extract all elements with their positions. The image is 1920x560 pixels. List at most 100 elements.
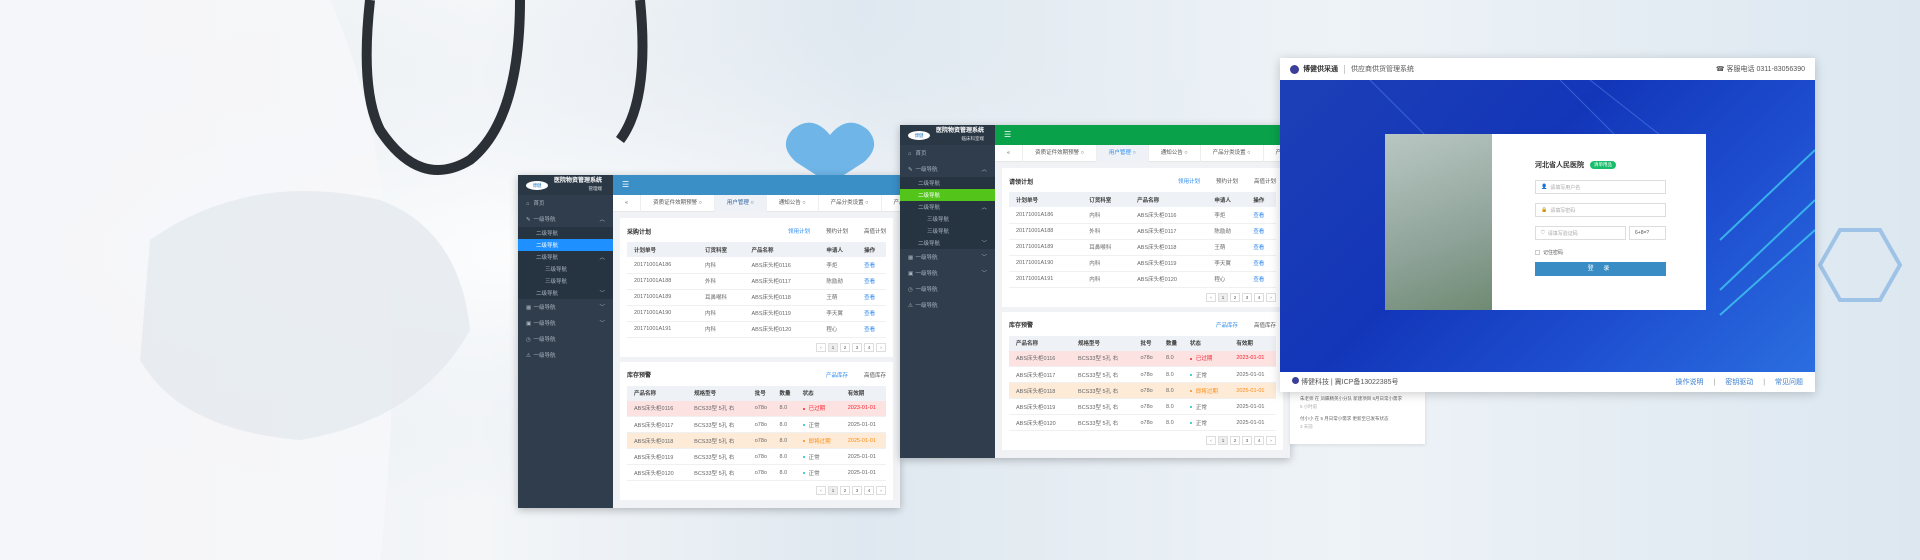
chevron-down-icon: ﹀ bbox=[599, 291, 605, 297]
sidebar-item[interactable]: 三级导航 bbox=[518, 263, 613, 275]
sidebar-item[interactable]: 二级导航 ﹀ bbox=[518, 287, 613, 299]
sidebar-item[interactable]: ⌂ 首页 bbox=[900, 145, 995, 161]
column-header: 有效期 bbox=[840, 385, 886, 401]
page-button[interactable]: ‹ bbox=[1206, 436, 1216, 445]
sidebar-item[interactable]: ✎ 一级导航 ︿ bbox=[900, 161, 995, 177]
menu-toggle-icon[interactable]: ☰ bbox=[622, 180, 630, 189]
page-button[interactable]: › bbox=[1266, 436, 1276, 445]
sidebar-item[interactable]: ◷ 一级导航 bbox=[900, 281, 995, 297]
page-button[interactable]: 3 bbox=[1242, 436, 1252, 445]
tab[interactable]: 用户管理 ○ bbox=[714, 194, 767, 212]
sidebar-item[interactable]: ▦ 一级导航 ﹀ bbox=[900, 249, 995, 265]
page-button[interactable]: 1 bbox=[1218, 292, 1228, 302]
sidebar-item[interactable]: ◷ 一级导航 bbox=[518, 331, 613, 347]
sidebar-item[interactable]: 二级导航 ︿ bbox=[900, 201, 995, 213]
page-button[interactable]: 4 bbox=[864, 342, 874, 352]
table-cell: BCS33型 5孔 右 bbox=[1071, 382, 1134, 399]
tab[interactable]: 资质证件效期预警 ○ bbox=[641, 194, 715, 212]
sidebar-item[interactable]: 二级导航 bbox=[900, 177, 995, 189]
card-tab[interactable]: 高值库存 bbox=[863, 372, 886, 379]
tab[interactable]: 通知公告 ○ bbox=[1149, 144, 1201, 162]
page-button[interactable]: 2 bbox=[840, 342, 850, 352]
view-link[interactable]: 查看 bbox=[857, 257, 886, 274]
view-link[interactable]: 查看 bbox=[857, 321, 886, 338]
card-tab[interactable]: 预约计划 bbox=[825, 229, 848, 235]
card-tab[interactable]: 高值计划 bbox=[1253, 179, 1276, 185]
tab[interactable]: 通知公告 ○ bbox=[767, 194, 819, 212]
link-key-driver[interactable]: 密钥驱动 bbox=[1725, 379, 1754, 386]
tab[interactable]: 资质证件效期预警 ○ bbox=[1023, 144, 1097, 162]
page-button[interactable]: 1 bbox=[828, 486, 838, 495]
page-button[interactable]: › bbox=[1266, 292, 1276, 302]
sidebar-item[interactable]: 二级导航 bbox=[518, 227, 613, 239]
page-button[interactable]: ‹ bbox=[816, 486, 826, 495]
tab[interactable]: 产品分类设置 ○ bbox=[1201, 144, 1264, 162]
sidebar-item[interactable]: ⌂ 首页 bbox=[518, 195, 613, 211]
tab[interactable]: 产品分类设置 ○ bbox=[819, 194, 882, 212]
sidebar-item[interactable]: 二级导航 bbox=[900, 189, 995, 201]
sidebar-item[interactable]: 三级导航 bbox=[518, 275, 613, 287]
view-link[interactable]: 查看 bbox=[1246, 271, 1276, 288]
view-link[interactable]: 查看 bbox=[857, 305, 886, 322]
page-button[interactable]: 2 bbox=[840, 486, 850, 495]
card-tab[interactable]: 产品库存 bbox=[825, 372, 848, 379]
tab[interactable]: 产品出库 ○ bbox=[882, 195, 901, 212]
page-button[interactable]: 3 bbox=[1242, 292, 1252, 302]
page-button[interactable]: 2 bbox=[1230, 436, 1240, 445]
table-cell: 20171001A191 bbox=[627, 321, 699, 338]
view-link[interactable]: 查看 bbox=[1246, 223, 1276, 240]
page-button[interactable]: 3 bbox=[852, 342, 862, 352]
sidebar-item[interactable]: 二级导航 bbox=[518, 239, 613, 251]
sidebar-item[interactable]: ⚠ 一级导航 bbox=[900, 297, 995, 313]
sidebar-item[interactable]: ▦ 一级导航 ﹀ bbox=[518, 299, 613, 315]
card-tab[interactable]: 预约计划 bbox=[1215, 179, 1238, 185]
view-link[interactable]: 查看 bbox=[1246, 239, 1276, 256]
sidebar-item[interactable]: ⚠ 一级导航 bbox=[518, 347, 613, 363]
table-cell: ABS床头柜0120 bbox=[744, 321, 820, 338]
remember-checkbox[interactable]: 记住密码 bbox=[1535, 249, 1706, 256]
page-button[interactable]: 1 bbox=[828, 342, 838, 352]
page-button[interactable]: ‹ bbox=[816, 342, 826, 352]
sidebar-item[interactable]: ✎ 一级导航 ︿ bbox=[518, 211, 613, 227]
table-cell: 内科 bbox=[698, 257, 745, 274]
sidebar-item[interactable]: ▣ 一级导航 ﹀ bbox=[518, 315, 613, 331]
collapse-tabs-icon[interactable]: « bbox=[613, 194, 642, 212]
card-tab[interactable]: 高值库存 bbox=[1253, 322, 1276, 329]
link-faq[interactable]: 常见问题 bbox=[1775, 379, 1803, 386]
view-link[interactable]: 查看 bbox=[1246, 255, 1276, 272]
sidebar-item[interactable]: 三级导航 bbox=[900, 213, 995, 225]
link-instructions[interactable]: 操作说明 bbox=[1675, 379, 1704, 386]
captcha-input[interactable]: ⛉ 请填写验证码 bbox=[1535, 226, 1626, 240]
page-button[interactable]: 4 bbox=[864, 486, 874, 495]
page-button[interactable]: 4 bbox=[1254, 292, 1264, 302]
chevron-down-icon: ﹀ bbox=[599, 321, 605, 327]
page-button[interactable]: › bbox=[876, 486, 886, 495]
card-tab[interactable]: 高值计划 bbox=[863, 229, 886, 235]
sidebar-item[interactable]: ▣ 一级导航 ﹀ bbox=[900, 265, 995, 281]
page-button[interactable]: 1 bbox=[1218, 436, 1228, 445]
page-button[interactable]: 4 bbox=[1254, 436, 1264, 445]
sidebar-item[interactable]: 二级导航 ﹀ bbox=[900, 237, 995, 249]
username-input[interactable]: 👤 请填写用户名 bbox=[1535, 180, 1666, 194]
view-link[interactable]: 查看 bbox=[1246, 207, 1276, 224]
login-button[interactable]: 登 录 bbox=[1535, 262, 1666, 276]
view-link[interactable]: 查看 bbox=[857, 289, 886, 306]
password-input[interactable]: 🔒 请填写密码 bbox=[1535, 203, 1666, 217]
page-button[interactable]: 3 bbox=[852, 486, 862, 495]
sidebar-item[interactable]: 二级导航 ︿ bbox=[518, 251, 613, 263]
table-cell: 8.0 bbox=[772, 464, 796, 481]
captcha-image[interactable]: 6+8=? bbox=[1629, 226, 1666, 240]
view-link[interactable]: 查看 bbox=[857, 273, 886, 290]
card-tab[interactable]: 产品库存 bbox=[1215, 322, 1238, 329]
card-tab[interactable]: 领用计划 bbox=[787, 229, 810, 235]
menu-toggle-icon[interactable]: ☰ bbox=[1004, 130, 1012, 139]
card-tabs: 产品库存 高值库存 bbox=[810, 371, 886, 379]
page-button[interactable]: 2 bbox=[1230, 292, 1240, 302]
tab[interactable]: 用户管理 ○ bbox=[1096, 144, 1149, 162]
sidebar-item[interactable]: 三级导航 bbox=[900, 225, 995, 237]
page-button[interactable]: ‹ bbox=[1206, 292, 1216, 302]
collapse-tabs-icon[interactable]: « bbox=[995, 144, 1024, 162]
table-row: 20171001A188 外科 ABS床头柜0117 陈励勋 查看 bbox=[627, 273, 886, 290]
card-tab[interactable]: 领用计划 bbox=[1177, 179, 1200, 185]
page-button[interactable]: › bbox=[876, 342, 886, 352]
